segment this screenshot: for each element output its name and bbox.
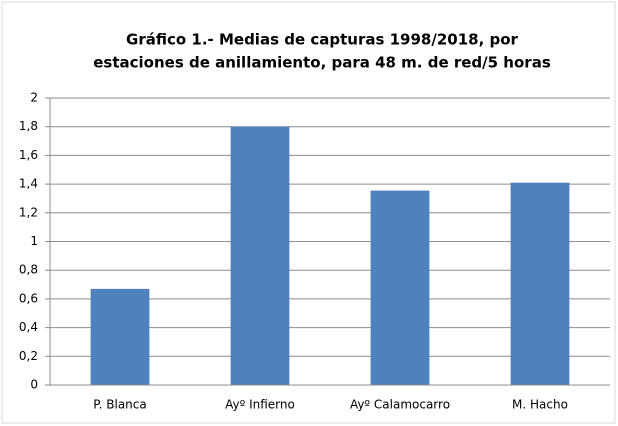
y-tick-label: 1,8 (19, 119, 38, 133)
x-tick-label: Ayº Infierno (225, 398, 295, 412)
bar (510, 182, 570, 385)
x-tick-label: M. Hacho (512, 398, 568, 412)
y-tick-label: 0,2 (19, 349, 38, 363)
y-tick-label: 0,8 (19, 263, 38, 277)
y-tick-label: 1,4 (19, 177, 38, 191)
y-tick-label: 1 (30, 234, 38, 248)
y-tick-label: 0 (30, 378, 38, 392)
y-tick-label: 1,6 (19, 148, 38, 162)
bar (370, 190, 430, 385)
bar (90, 288, 150, 385)
y-tick-label: 1,2 (19, 205, 38, 219)
y-tick-label: 0,6 (19, 291, 38, 305)
x-tick-label: P. Blanca (93, 398, 146, 412)
y-tick-label: 0,4 (19, 320, 38, 334)
bar (230, 126, 290, 385)
y-tick-label: 2 (30, 91, 38, 105)
chart-title: estaciones de anillamiento, para 48 m. d… (93, 54, 551, 72)
chart-title: Gráfico 1.- Medias de capturas 1998/2018… (126, 31, 519, 49)
x-tick-label: Ayº Calamocarro (350, 398, 450, 412)
